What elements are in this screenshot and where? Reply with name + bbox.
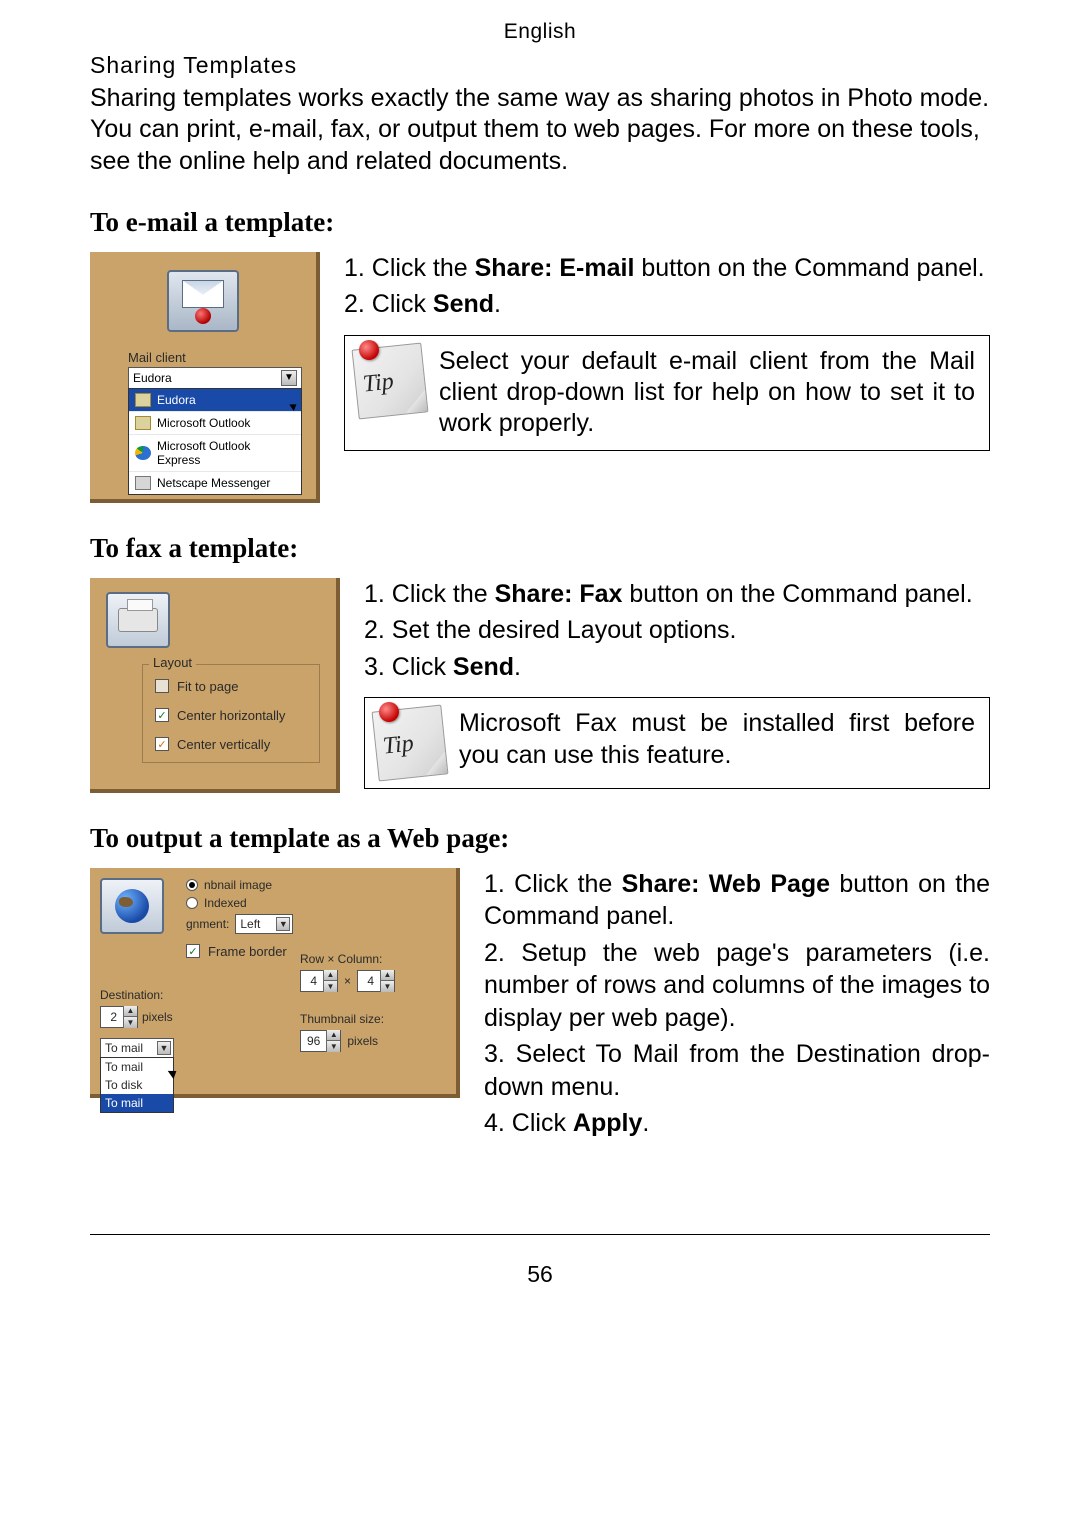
tip-label: Tip bbox=[382, 731, 415, 761]
dropdown-arrow-icon: ▼ bbox=[281, 370, 297, 386]
fax-step-2: 2. Set the desired Layout options. bbox=[364, 614, 990, 647]
header-language: English bbox=[90, 20, 990, 44]
fax-screenshot: Layout ✓ Fit to page ✓ Center horizontal… bbox=[90, 578, 340, 793]
rows-spinner: 4 ▲▼ bbox=[300, 970, 338, 992]
checkbox-icon: ✓ bbox=[155, 708, 169, 722]
layout-fieldset: Layout ✓ Fit to page ✓ Center horizontal… bbox=[142, 664, 320, 763]
dropdown-arrow-icon: ▼ bbox=[276, 917, 290, 931]
frame-border-row: ✓ Frame border bbox=[186, 944, 293, 959]
mail-client-option: Microsoft Outlook Express bbox=[129, 435, 301, 472]
tip-label: Tip bbox=[362, 368, 395, 398]
fax-row: Layout ✓ Fit to page ✓ Center horizontal… bbox=[90, 578, 990, 793]
outlook-icon bbox=[135, 416, 151, 430]
intro-paragraph: Sharing templates works exactly the same… bbox=[90, 83, 990, 177]
web-step-3: 3. Select To Mail from the Destination d… bbox=[484, 1038, 990, 1103]
fax-step-1: 1. Click the Share: Fax button on the Co… bbox=[364, 578, 990, 611]
checkbox-icon: ✓ bbox=[155, 679, 169, 693]
email-heading: To e-mail a template: bbox=[90, 207, 990, 238]
destination-select: To mail ▼ bbox=[100, 1038, 174, 1058]
fit-to-page-row: ✓ Fit to page bbox=[155, 679, 307, 694]
mail-client-dropdown: Eudora Microsoft Outlook Microsoft Outlo… bbox=[128, 388, 302, 495]
fax-tip-text: Microsoft Fax must be installed first be… bbox=[459, 708, 975, 771]
page-number: 56 bbox=[90, 1261, 990, 1288]
center-horizontally-row: ✓ Center horizontally bbox=[155, 708, 307, 723]
email-row: Mail client Eudora ▼ Eudora Microsoft Ou… bbox=[90, 252, 990, 503]
globe-icon bbox=[115, 889, 149, 923]
netscape-icon bbox=[135, 476, 151, 490]
layout-legend: Layout bbox=[149, 655, 196, 670]
mail-client-selected: Eudora bbox=[133, 371, 172, 385]
radio-icon bbox=[186, 897, 198, 909]
cursor-icon bbox=[289, 401, 299, 411]
email-tip-box: Tip Select your default e-mail client fr… bbox=[344, 335, 990, 451]
thumb-size-spinner: 96 ▲▼ bbox=[300, 1030, 341, 1052]
footer-rule bbox=[90, 1234, 990, 1235]
row-column-label: Row × Column: bbox=[300, 952, 450, 966]
web-heading: To output a template as a Web page: bbox=[90, 823, 990, 854]
email-step-2: 2. Click Send. bbox=[344, 288, 990, 321]
mail-client-select: Eudora ▼ bbox=[128, 367, 302, 389]
fax-step-3: 3. Click Send. bbox=[364, 651, 990, 684]
fax-tip-box: Tip Microsoft Fax must be installed firs… bbox=[364, 697, 990, 789]
tip-icon: Tip bbox=[375, 708, 445, 778]
fax-heading: To fax a template: bbox=[90, 533, 990, 564]
share-fax-button bbox=[106, 592, 170, 648]
alignment-select: Left ▼ bbox=[235, 914, 293, 934]
pushpin-icon bbox=[359, 340, 379, 360]
checkbox-icon: ✓ bbox=[186, 944, 200, 958]
alignment-row: gnment: Left ▼ bbox=[186, 914, 293, 934]
mail-client-option: Eudora bbox=[129, 389, 301, 412]
section-title: Sharing Templates bbox=[90, 52, 990, 79]
checkbox-icon: ✓ bbox=[155, 737, 169, 751]
email-step-1: 1. Click the Share: E-mail button on the… bbox=[344, 252, 990, 285]
center-vertically-row: ✓ Center vertically bbox=[155, 737, 307, 752]
destination-label: Destination: bbox=[100, 988, 230, 1002]
seal-icon bbox=[195, 308, 211, 324]
envelope-icon bbox=[182, 280, 224, 308]
radio-icon bbox=[186, 879, 198, 891]
printer-icon bbox=[118, 608, 158, 632]
mail-client-option: Microsoft Outlook bbox=[129, 412, 301, 435]
web-row: nbnail image Indexed gnment: Left ▼ bbox=[90, 868, 990, 1144]
thumbnail-size-label: Thumbnail size: bbox=[300, 1012, 450, 1026]
web-screenshot: nbnail image Indexed gnment: Left ▼ bbox=[90, 868, 460, 1098]
outlook-express-icon bbox=[135, 446, 151, 460]
dropdown-arrow-icon: ▼ bbox=[157, 1041, 171, 1055]
mail-client-label: Mail client bbox=[128, 350, 304, 365]
email-screenshot: Mail client Eudora ▼ Eudora Microsoft Ou… bbox=[90, 252, 320, 503]
thumbnail-image-radio: nbnail image bbox=[186, 878, 293, 892]
web-step-2: 2. Setup the web page's parameters (i.e.… bbox=[484, 937, 990, 1035]
web-step-1: 1. Click the Share: Web Page button on t… bbox=[484, 868, 990, 933]
destination-dropdown: To mail To disk To mail bbox=[100, 1057, 174, 1113]
indexed-radio: Indexed bbox=[186, 896, 293, 910]
tip-icon: Tip bbox=[355, 346, 425, 416]
share-email-button bbox=[167, 270, 239, 332]
eudora-icon bbox=[135, 393, 151, 407]
cols-spinner: 4 ▲▼ bbox=[357, 970, 395, 992]
mail-client-option: Netscape Messenger bbox=[129, 472, 301, 494]
border-px-spinner: 2 ▲▼ bbox=[100, 1006, 138, 1028]
share-web-button bbox=[100, 878, 164, 934]
email-tip-text: Select your default e-mail client from t… bbox=[439, 346, 975, 440]
web-step-4: 4. Click Apply. bbox=[484, 1107, 990, 1140]
